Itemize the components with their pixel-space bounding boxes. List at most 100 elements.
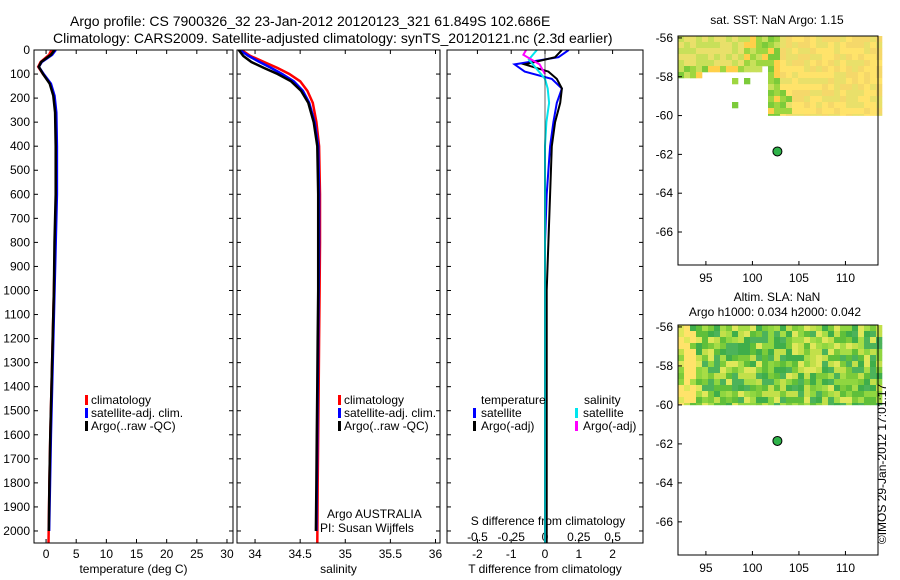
map-cell [786, 114, 793, 116]
map-cell [828, 78, 835, 85]
map-cell [774, 343, 781, 350]
map-cell [792, 114, 799, 116]
series-line-2 [239, 50, 321, 532]
map-cell [876, 349, 883, 356]
map-cell [684, 60, 691, 67]
map-cell [798, 48, 805, 55]
map-cell [870, 385, 877, 392]
map-cell [726, 60, 733, 67]
map-cell [864, 331, 871, 338]
map-cell [858, 54, 865, 61]
map-cell [840, 96, 847, 103]
map-cell [858, 361, 865, 368]
map-cell [840, 66, 847, 73]
map-cell [798, 361, 805, 368]
map-cell [684, 379, 691, 386]
salinity-legend: climatology satellite-adj. clim. Argo(..… [320, 393, 436, 535]
map-cell [828, 337, 835, 344]
map-cell [768, 36, 775, 43]
map-cell [762, 337, 769, 344]
map-cell [804, 391, 811, 398]
map-cell [744, 325, 751, 332]
map-cell [798, 367, 805, 374]
map-cell [744, 367, 751, 374]
map-cell [876, 102, 883, 109]
map-cell [798, 391, 805, 398]
map-cell [768, 90, 775, 97]
map-cell [720, 60, 727, 67]
map-cell [774, 385, 781, 392]
map-cell [726, 385, 733, 392]
map-cell [840, 397, 847, 404]
map-cell [846, 349, 853, 356]
map-cell [786, 343, 793, 350]
map-cell [690, 331, 697, 338]
y-tick-label: -60 [656, 398, 674, 412]
map-cell [780, 84, 787, 91]
y-tick-label: -62 [656, 147, 674, 161]
map-cell [792, 48, 799, 55]
map-cell [876, 367, 883, 374]
map-cell [828, 60, 835, 67]
map-cell [678, 54, 685, 61]
map-cell [864, 355, 871, 362]
map-cell [786, 108, 793, 115]
map-cell [774, 90, 781, 97]
map-cell [780, 72, 787, 79]
map-cell [798, 114, 805, 116]
map-cell [708, 42, 715, 49]
map-cell [858, 331, 865, 338]
map-cell [738, 343, 745, 350]
map-cell [798, 66, 805, 73]
map-cell [804, 397, 811, 404]
map-cell [876, 355, 883, 362]
map-cell [846, 361, 853, 368]
map-cell [684, 72, 691, 79]
map-cell [714, 60, 721, 67]
map-cell [708, 331, 715, 338]
map-cell [846, 373, 853, 380]
map-cell [774, 108, 781, 115]
map-cell [708, 367, 715, 374]
map-cell [732, 337, 739, 344]
map-cell [720, 42, 727, 49]
map-cell [786, 72, 793, 79]
map-cell [864, 337, 871, 344]
map-cell [762, 361, 769, 368]
map-cell [684, 349, 691, 356]
map-cell [870, 108, 877, 115]
map-cell [816, 349, 823, 356]
map-cell [834, 367, 841, 374]
map-cell [858, 42, 865, 49]
map-cell [738, 60, 745, 67]
map-cell [786, 325, 793, 332]
map-cell [768, 325, 775, 332]
y-tick-label: 500 [10, 163, 30, 177]
map-cell [876, 90, 883, 97]
map-cell [798, 84, 805, 91]
map-cell [774, 355, 781, 362]
map-cell [684, 36, 691, 43]
map-cell [846, 343, 853, 350]
map-cell [762, 54, 769, 61]
map-cell [828, 349, 835, 356]
map-cell [720, 36, 727, 43]
map-cell [702, 331, 709, 338]
map-cell [810, 108, 817, 115]
map-cell [834, 349, 841, 356]
map-cell [744, 60, 751, 67]
map-cell [714, 48, 721, 55]
map-cell [870, 36, 877, 43]
map-cell [864, 397, 871, 404]
map-cell [690, 397, 697, 404]
y-tick-label: -66 [656, 225, 674, 239]
y-tick-label: 400 [10, 139, 30, 153]
map-cell [780, 343, 787, 350]
map-cell [810, 84, 817, 91]
y-tick-label: 1700 [3, 452, 30, 466]
map-cell [834, 48, 841, 55]
map-cell [810, 54, 817, 61]
map-cell [714, 403, 721, 406]
map-cell [762, 349, 769, 356]
